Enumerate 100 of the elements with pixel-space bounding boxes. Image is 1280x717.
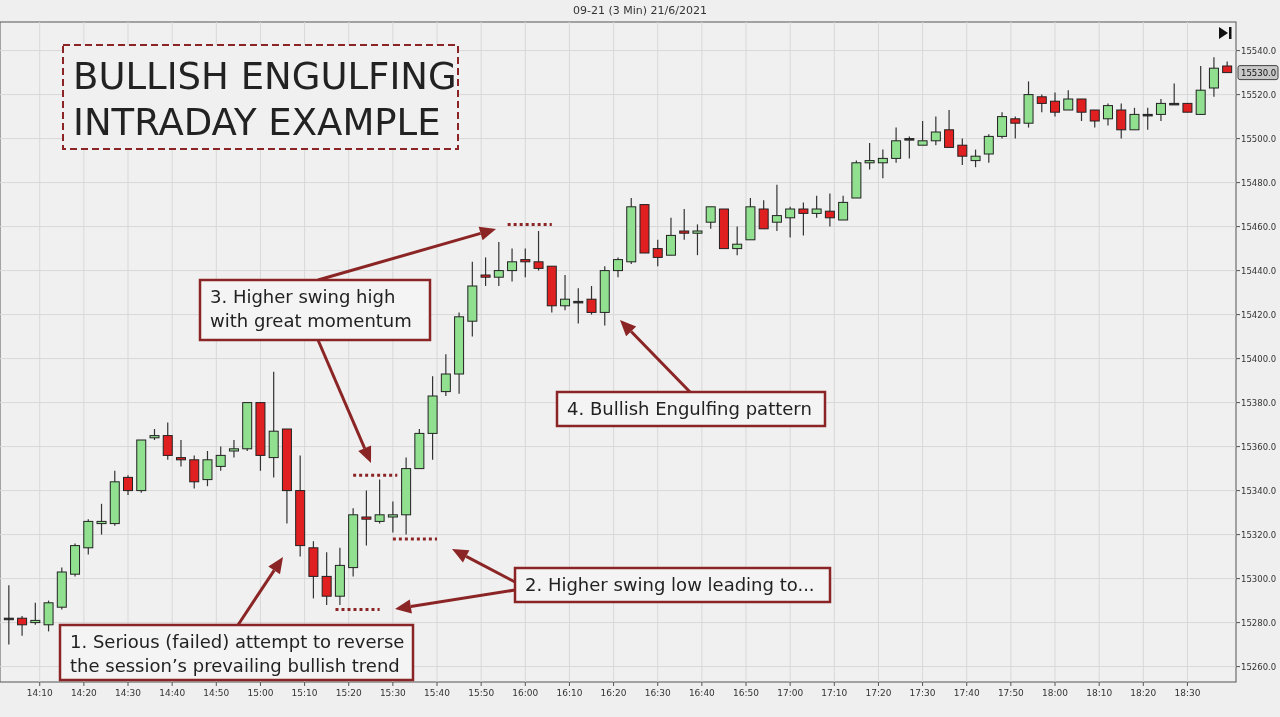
candlestick bbox=[1063, 89, 1074, 111]
candlestick bbox=[983, 133, 994, 164]
candlestick bbox=[1116, 102, 1127, 140]
x-tick-label: 15:40 bbox=[424, 688, 451, 698]
x-tick-label: 16:20 bbox=[600, 688, 627, 698]
candlestick bbox=[997, 111, 1008, 140]
candlestick bbox=[30, 602, 41, 626]
candlestick bbox=[189, 454, 200, 489]
x-tick-label: 17:00 bbox=[777, 688, 804, 698]
chart-subtitle: 09-21 (3 Min) 21/6/2021 bbox=[573, 4, 707, 17]
y-tick-label: 15280.0 bbox=[1241, 617, 1277, 628]
candlestick bbox=[17, 615, 28, 637]
y-tick-label: 15480.0 bbox=[1241, 177, 1277, 188]
x-tick-label: 17:10 bbox=[821, 688, 848, 698]
candlestick bbox=[785, 206, 796, 239]
candlestick bbox=[361, 490, 372, 547]
y-tick-label: 15320.0 bbox=[1241, 529, 1277, 540]
candlestick bbox=[811, 195, 822, 219]
x-tick-label: 14:20 bbox=[70, 688, 98, 698]
x-tick-label: 18:30 bbox=[1174, 688, 1201, 698]
candlestick bbox=[162, 421, 173, 461]
candlestick bbox=[507, 248, 518, 283]
candlestick bbox=[891, 127, 902, 164]
candlestick bbox=[1102, 102, 1113, 126]
candlestick bbox=[705, 206, 716, 230]
candlestick bbox=[930, 116, 941, 146]
x-tick-label: 15:50 bbox=[468, 688, 495, 698]
x-tick-label: 17:40 bbox=[953, 688, 980, 698]
candlestick bbox=[215, 446, 226, 472]
candlestick bbox=[917, 120, 928, 146]
candlestick bbox=[758, 199, 769, 230]
candlestick bbox=[1076, 98, 1087, 122]
y-tick-label: 15440.0 bbox=[1241, 265, 1277, 276]
candlestick bbox=[613, 256, 623, 278]
text: BULLISH ENGULFING INTRADAY EXAMPLE bbox=[73, 55, 457, 144]
annotation: 4. Bullish Engulfing pattern bbox=[567, 398, 812, 419]
annotation: 2. Higher swing low leading to... bbox=[525, 574, 815, 595]
x-tick-label: 16:00 bbox=[512, 688, 539, 698]
candlestick bbox=[440, 353, 451, 397]
candlestick bbox=[957, 138, 968, 166]
y-tick-label: 15360.0 bbox=[1241, 441, 1277, 452]
x-tick-label: 17:50 bbox=[997, 688, 1025, 698]
candlestick bbox=[652, 239, 663, 267]
y-tick-label: 15340.0 bbox=[1241, 485, 1277, 496]
x-tick-label: 18:10 bbox=[1086, 688, 1113, 698]
candlestick bbox=[877, 149, 888, 179]
candlestick bbox=[175, 439, 186, 467]
candlestick bbox=[228, 439, 239, 459]
candlestick bbox=[202, 450, 213, 487]
candlestick bbox=[1208, 56, 1219, 98]
candlestick bbox=[771, 184, 782, 232]
y-tick-label: 15520.0 bbox=[1241, 89, 1277, 100]
candlestick bbox=[692, 223, 703, 256]
candlestick bbox=[1155, 98, 1166, 122]
candlestick bbox=[732, 226, 743, 256]
candlestick bbox=[96, 503, 107, 536]
annotation: 15530.0 bbox=[1241, 67, 1277, 78]
annotation: 1. Serious (failed) attempt to reverse the session’s prevailing bullish trend bbox=[70, 631, 405, 676]
candlestick bbox=[1050, 91, 1061, 118]
x-tick-label: 18:20 bbox=[1130, 688, 1157, 698]
candlestick bbox=[904, 135, 915, 159]
y-tick-label: 15500.0 bbox=[1241, 133, 1277, 144]
candlestick bbox=[944, 109, 955, 148]
x-tick-label: 14:30 bbox=[115, 688, 142, 698]
x-tick-label: 15:30 bbox=[379, 688, 407, 698]
candlestick bbox=[838, 195, 849, 221]
candlestick bbox=[123, 474, 134, 496]
candlestick bbox=[374, 479, 385, 525]
y-tick-label: 15420.0 bbox=[1241, 309, 1277, 320]
x-tick-label: 16:30 bbox=[644, 688, 671, 698]
candlestick bbox=[520, 248, 531, 278]
x-tick-label: 14:40 bbox=[159, 688, 186, 698]
y-tick-label: 15260.0 bbox=[1241, 661, 1277, 672]
x-tick-label: 17:20 bbox=[865, 688, 892, 698]
candlestick bbox=[824, 193, 835, 228]
candlestick bbox=[798, 201, 809, 236]
candlestick bbox=[1010, 116, 1021, 140]
x-tick-label: 15:00 bbox=[247, 688, 274, 698]
candlestick bbox=[1169, 83, 1180, 106]
x-tick-label: 15:20 bbox=[335, 688, 362, 698]
x-tick-label: 15:10 bbox=[291, 688, 318, 698]
candlestick bbox=[321, 551, 332, 606]
candlestick bbox=[679, 208, 690, 241]
y-tick-label: 15460.0 bbox=[1241, 221, 1277, 232]
x-tick-label: 14:10 bbox=[26, 688, 53, 698]
y-tick-label: 15400.0 bbox=[1241, 353, 1277, 364]
candlestick bbox=[665, 217, 676, 256]
x-tick-label: 14:50 bbox=[203, 688, 230, 698]
y-tick-label: 15300.0 bbox=[1241, 573, 1277, 584]
candlestick bbox=[43, 600, 54, 632]
x-tick-label: 16:50 bbox=[733, 688, 760, 698]
candlestick bbox=[480, 256, 491, 287]
x-tick-label: 16:40 bbox=[688, 688, 716, 698]
candlestick bbox=[586, 285, 597, 316]
candlestick bbox=[560, 274, 571, 311]
candlestick bbox=[1142, 107, 1153, 131]
candlestick bbox=[387, 501, 398, 533]
candlestick bbox=[864, 142, 875, 170]
candlestick bbox=[1129, 107, 1140, 131]
candlestick bbox=[573, 287, 584, 324]
